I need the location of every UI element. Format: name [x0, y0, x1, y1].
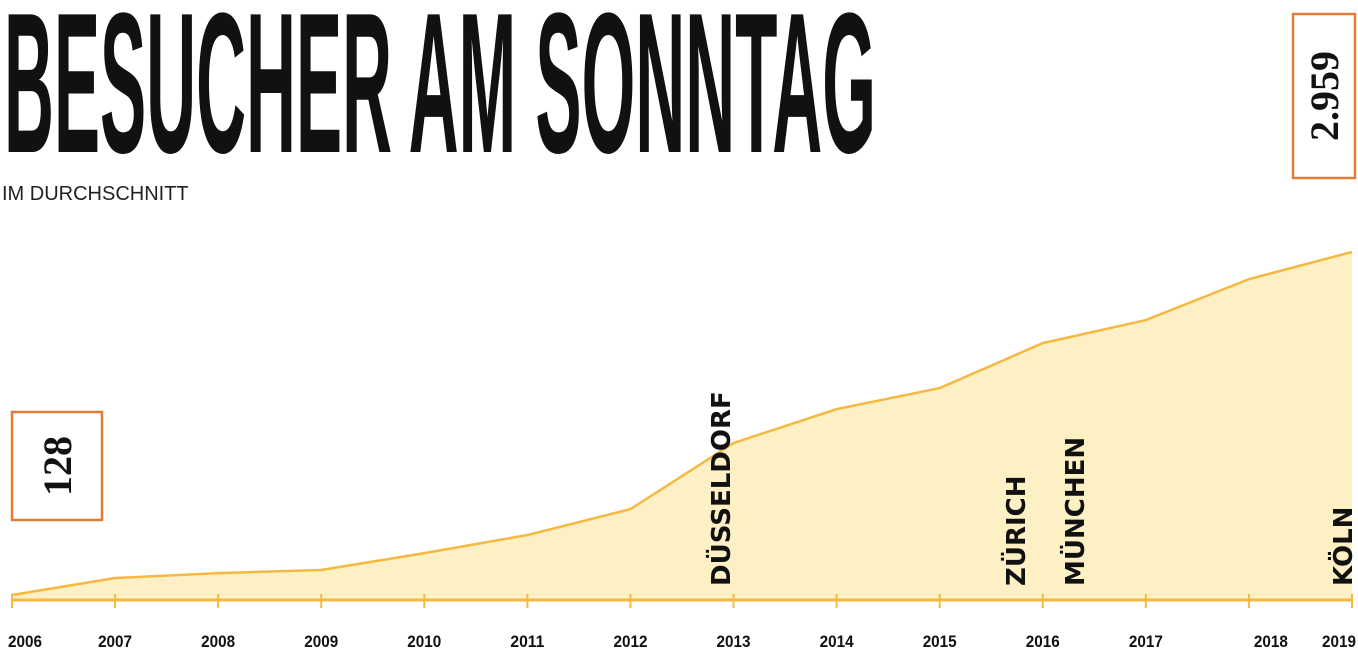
area-fill: [12, 252, 1352, 600]
value-label: 128: [35, 436, 80, 496]
value-label: 2.959: [1302, 51, 1347, 141]
chart-title: GOTTESDIENST: [4, 0, 549, 37]
city-label: MÜNCHEN: [1058, 437, 1091, 586]
area-line: [11, 250, 1353, 597]
value-box: [1291, 12, 1357, 180]
x-tick-label: 2006: [8, 632, 42, 651]
city-label: DÜSSELDORF: [704, 391, 737, 586]
x-tick-label: 2017: [1129, 632, 1163, 651]
caption: IM DURCHSCHNITT: [2, 183, 189, 205]
city-label: ZÜRICH: [999, 476, 1032, 587]
x-tick-label: 2019: [1322, 632, 1356, 651]
chart-subtitle: BESUCHER AM SONNTAG: [4, 0, 876, 195]
x-tick-label: 2014: [820, 632, 854, 651]
x-tick-label: 2012: [613, 632, 647, 651]
value-box: [10, 410, 104, 522]
x-tick-label: 2008: [201, 632, 235, 651]
x-tick-label: 2013: [717, 632, 751, 651]
city-label: KÖLN: [1326, 507, 1358, 586]
x-tick-label: 2009: [304, 632, 338, 651]
x-tick-label: 2011: [510, 632, 544, 651]
x-tick-label: 2015: [923, 632, 957, 651]
x-tick-label: 2007: [98, 632, 132, 651]
x-tick-label: 2018: [1254, 632, 1288, 651]
x-tick-label: 2010: [407, 632, 441, 651]
x-tick-label: 2016: [1026, 632, 1060, 651]
